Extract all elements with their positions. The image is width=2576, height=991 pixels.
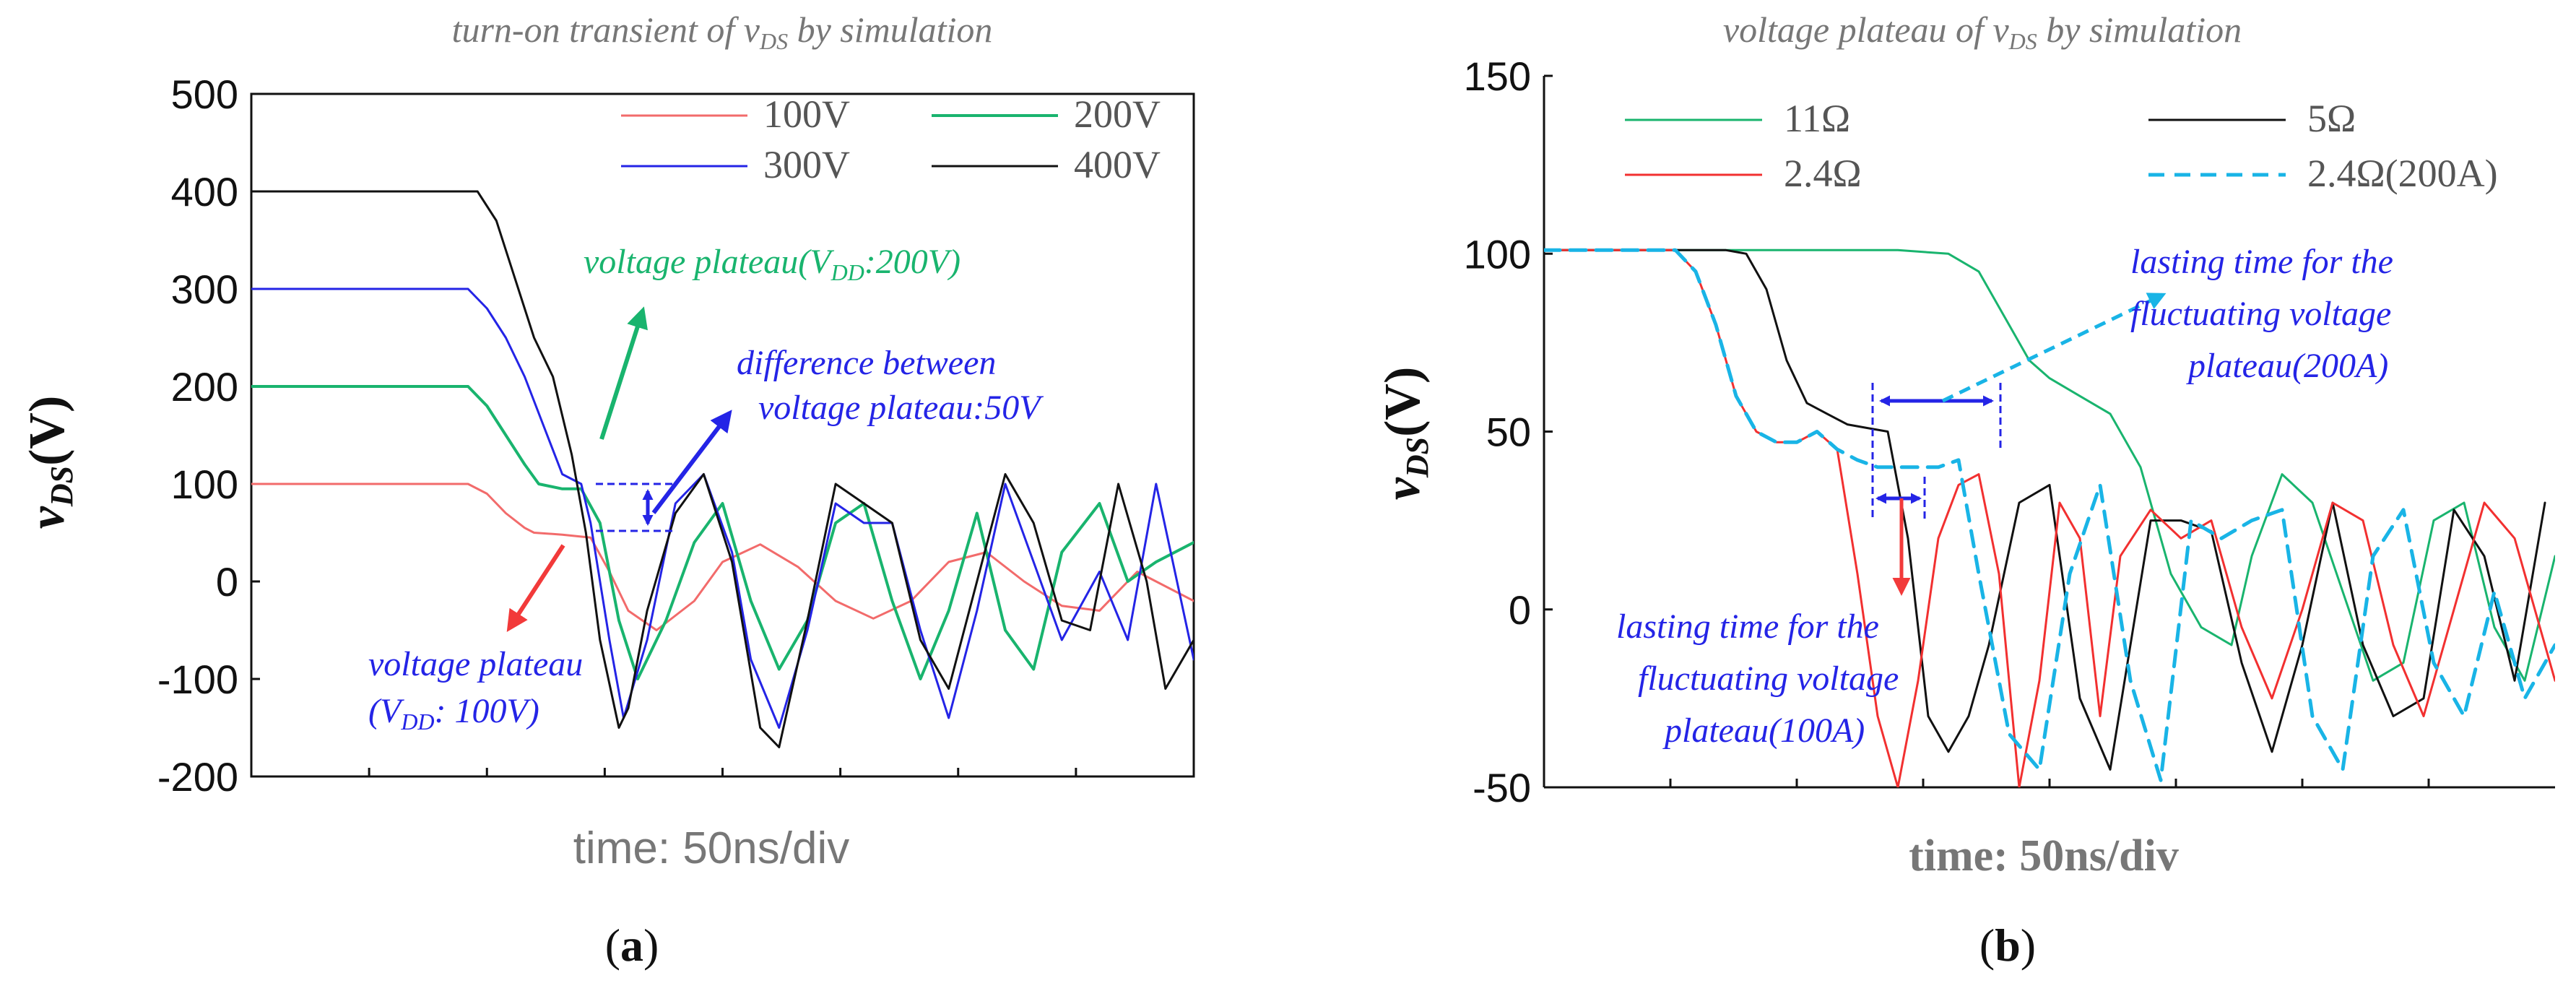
legend-label: 200V bbox=[1074, 92, 1161, 136]
y-tick-label: 400 bbox=[171, 169, 238, 215]
annotation-100a: lasting time for the fluctuating voltage… bbox=[1616, 607, 1907, 750]
chart-title: voltage plateau of vDS by simulation bbox=[1723, 9, 2242, 54]
arrow-blue-difference bbox=[651, 410, 732, 514]
legend-label: 100V bbox=[763, 92, 850, 136]
y-tick-label: 150 bbox=[1464, 53, 1531, 99]
y-axis-label: vDS(V) bbox=[1375, 367, 1435, 501]
annotation-difference: difference between voltage plateau:50V bbox=[737, 344, 1044, 427]
chart-title: turn-on transient of vDS by simulation bbox=[452, 9, 993, 54]
arrow-cyan-200a bbox=[1941, 293, 2167, 403]
series-line-11Ω bbox=[1544, 248, 2555, 682]
panel-caption-a: (a) bbox=[605, 919, 659, 971]
y-tick-label: 100 bbox=[1464, 231, 1531, 277]
y-tick-label: 200 bbox=[171, 364, 238, 410]
chart-panel-b: voltage plateau of vDS by simulation -50… bbox=[1375, 9, 2555, 971]
annotation-green-plateau: voltage plateau(VDD:200V) bbox=[584, 243, 960, 285]
y-tick-label: 0 bbox=[1509, 587, 1531, 633]
series-line-200V bbox=[251, 385, 1194, 680]
series-line-2.4Ω(200A) bbox=[1544, 248, 2555, 782]
y-tick-label: 500 bbox=[171, 72, 238, 117]
series-line-400V bbox=[251, 190, 1194, 748]
y-tick-label: 0 bbox=[216, 559, 238, 605]
legend: 100V 200V 300V 400V bbox=[621, 92, 1161, 186]
series-line-100V bbox=[251, 482, 1194, 631]
annotation-plateau-100v: voltage plateau (VDD: 100V) bbox=[368, 645, 591, 735]
y-tick-label: 300 bbox=[171, 267, 238, 312]
y-axis-label: vDS(V) bbox=[19, 396, 79, 529]
y-tick-label: 100 bbox=[171, 462, 238, 507]
legend-label: 11Ω bbox=[1784, 97, 1850, 140]
y-tick-label: -200 bbox=[157, 754, 238, 800]
y-axis-ticks: -200 -100 0 100 200 300 400 500 bbox=[157, 72, 260, 800]
series-group bbox=[1544, 248, 2555, 787]
arrow-green-plateau bbox=[599, 306, 648, 440]
legend-label: 2.4Ω bbox=[1784, 152, 1862, 195]
x-axis-label: time: 50ns/div bbox=[1909, 831, 2179, 880]
annotation-200a: lasting time for the fluctuating voltage… bbox=[2130, 243, 2402, 385]
y-tick-label: 50 bbox=[1486, 410, 1531, 455]
series-line-2.4Ω bbox=[1544, 248, 2555, 787]
series-line-5Ω bbox=[1544, 248, 2546, 771]
legend: 11Ω 5Ω 2.4Ω 2.4Ω(200A) bbox=[1625, 97, 2498, 195]
x-axis-ticks bbox=[368, 768, 1077, 776]
plot-frame bbox=[250, 92, 1195, 778]
y-tick-label: -50 bbox=[1473, 765, 1531, 810]
chart-panel-a: turn-on transient of vDS by simulation -… bbox=[19, 9, 1195, 971]
series-group bbox=[251, 190, 1194, 748]
y-axis-ticks: -50 0 50 100 150 bbox=[1464, 53, 1553, 810]
legend-label: 400V bbox=[1074, 143, 1161, 186]
arrow-red-plateau bbox=[506, 544, 565, 633]
legend-label: 300V bbox=[763, 143, 850, 186]
y-tick-label: -100 bbox=[157, 657, 238, 702]
legend-label: 5Ω bbox=[2307, 97, 2356, 140]
panel-caption-b: (b) bbox=[1979, 919, 2036, 971]
x-axis-label: time: 50ns/div bbox=[573, 823, 850, 873]
series-line-300V bbox=[251, 287, 1194, 729]
x-axis-ticks bbox=[1669, 779, 2430, 787]
legend-label: 2.4Ω(200A) bbox=[2307, 152, 2498, 195]
